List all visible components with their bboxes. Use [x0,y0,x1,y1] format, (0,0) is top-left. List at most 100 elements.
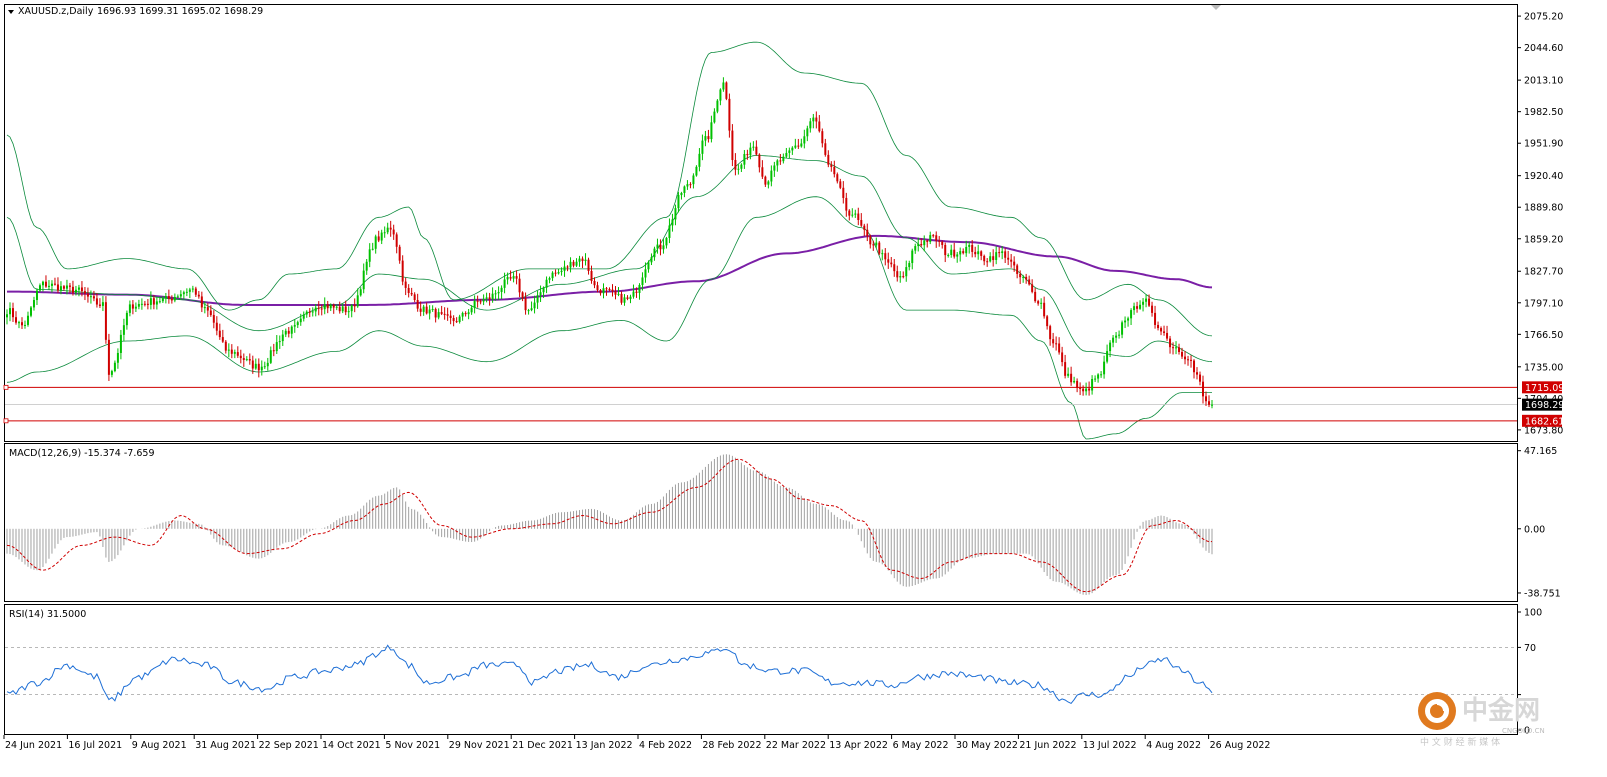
candle-body [1064,362,1067,376]
candle-body [326,304,329,309]
candle-body [518,278,521,293]
candle-body [1031,284,1034,292]
candle-body [125,312,128,326]
candle-body [992,256,995,260]
candle-body [1118,334,1121,336]
candle-body [596,285,599,291]
candle-body [737,168,740,170]
candle-body [392,229,395,235]
candle-body [428,309,431,314]
time-tick-label: 31 Aug 2021 [195,740,256,751]
candle-body [824,143,827,155]
level-handle[interactable] [3,384,9,390]
candle-body [71,286,74,293]
price-tick-label: 2075.20 [1524,12,1563,23]
candle-body [1058,343,1061,353]
candle-body [788,150,791,153]
candle-body [173,297,176,301]
candle-body [668,225,671,238]
candle-body [950,249,953,255]
candle-body [212,315,215,323]
candle-body [479,301,482,303]
candle-body [677,195,680,209]
candle-body [704,136,707,141]
candle-body [1100,374,1103,376]
candle-body [158,301,161,303]
price-tick-label: 1920.40 [1524,171,1563,182]
time-tick-label: 22 Sep 2021 [259,740,319,751]
logo-tagline: 中 文 财 经 新 媒 体 [1420,736,1500,748]
candle-body [932,235,935,237]
candle-body [269,350,272,363]
bollinger-bands [6,41,1213,440]
candle-body [683,186,686,193]
rsi-line [6,644,1213,705]
candle-body [773,165,776,171]
bollinger-upper [6,41,1213,337]
candle-body [1187,359,1190,361]
candle-body [836,174,839,182]
time-tick-label: 6 May 2022 [893,740,949,751]
candle-body [275,342,278,352]
candle-body [761,167,764,177]
time-tick-label: 26 Aug 2022 [1210,740,1271,751]
candle-body [983,255,986,262]
candle-body [914,246,917,251]
candle-body [245,359,248,361]
scroll-marker-icon[interactable] [1211,5,1221,10]
candle-body [473,300,476,308]
candle-body [719,89,722,101]
candle-body [413,294,416,301]
candle-body [572,261,575,266]
candle-body [860,220,863,226]
candle-body [965,246,968,254]
candle-body [1067,373,1070,376]
candle-body [863,225,866,230]
price-tick-label: 1673.80 [1524,425,1563,436]
candle-body [1139,304,1142,309]
candle-body [905,267,908,277]
level-handle[interactable] [3,418,9,424]
candle-body [488,297,491,300]
candle-body [320,308,323,310]
candle-body [59,286,62,291]
candle-body [17,322,20,324]
candle-body [380,232,383,241]
candle-body [104,302,107,340]
candle-body [404,281,407,288]
candle-body [1127,318,1130,321]
candle-body [674,208,677,220]
candle-body [1016,265,1019,274]
candle-body [1007,257,1010,260]
candle-body [203,307,206,309]
candle-body [941,241,944,245]
candle-body [680,192,683,196]
candle-body [65,285,68,289]
collapse-triangle-icon[interactable] [8,10,14,14]
candle-body [431,308,434,310]
candle-body [698,153,701,167]
candle-body [629,296,632,299]
candle-body [701,140,704,154]
candle-body [692,175,695,185]
candle-body [251,360,254,369]
candle-body [1106,351,1109,362]
candle-body [188,289,191,292]
candle-body [206,307,209,311]
logo-domain: CNGOLD.CN [1502,727,1545,735]
candle-body [776,160,779,166]
candle-body [725,82,728,99]
candle-body [1082,388,1085,392]
candle-body [425,306,428,314]
main-panel-frame [4,4,1518,442]
candle-body [818,121,821,132]
candle-body [53,283,56,285]
ma-line [7,234,1213,306]
candle-body [89,296,92,298]
candle-body [1172,347,1175,349]
candle-body [419,308,422,312]
candle-body [1124,320,1127,323]
candle-body [137,303,140,307]
candle-body [356,295,359,307]
